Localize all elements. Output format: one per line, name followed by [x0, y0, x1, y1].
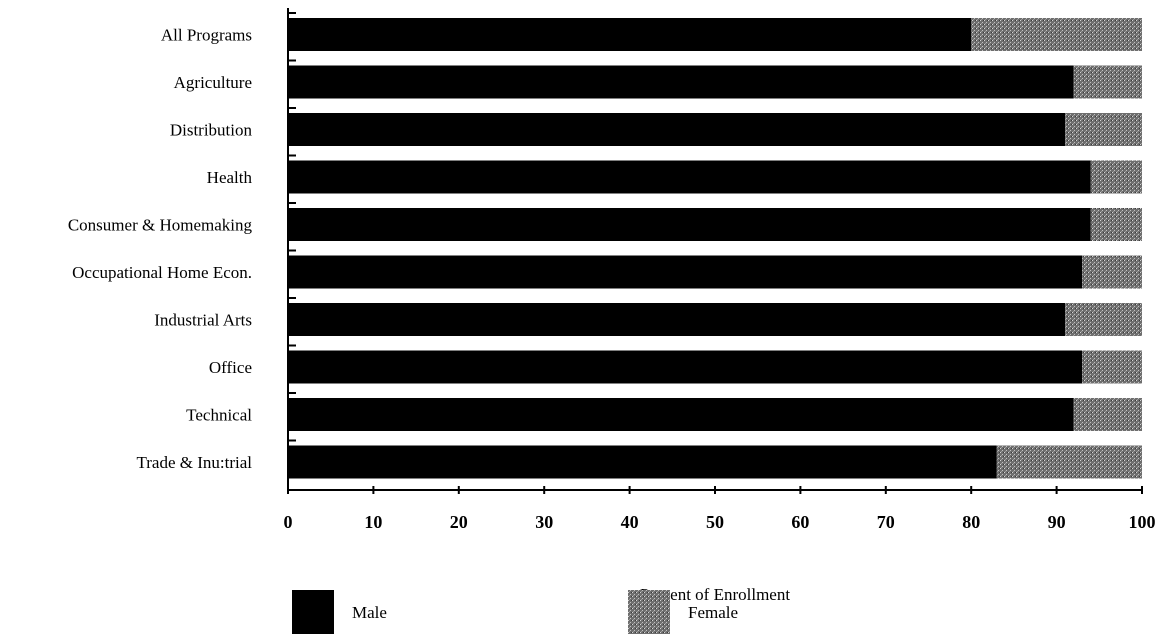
- category-labels: All Programs Agriculture Distribution Healt…: [68, 26, 253, 473]
- x-tick-label-50: 50: [706, 512, 724, 532]
- x-tick-label-100: 100: [1129, 512, 1156, 532]
- category-label-technical: Technical: [186, 406, 252, 425]
- bar-male-industrial-arts: [288, 303, 1066, 336]
- legend-label-female: Female: [688, 603, 738, 622]
- x-tick-label-90: 90: [1048, 512, 1066, 532]
- bar-female-agriculture: [1073, 65, 1142, 99]
- x-tick-label-30: 30: [535, 512, 553, 532]
- bar-female-consumer-homemaking: [1090, 208, 1142, 241]
- bar-female-technical: [1073, 398, 1142, 431]
- bar-male-technical: [288, 398, 1074, 431]
- bar-male-office: [288, 350, 1083, 384]
- legend-swatch-female: [628, 590, 670, 634]
- category-label-occupational-home-econ: Occupational Home Econ.: [72, 263, 252, 282]
- bar-female-office: [1082, 350, 1142, 384]
- bar-male-trade-inu-trial: [288, 445, 997, 479]
- bar-female-health: [1090, 160, 1142, 194]
- x-tick-label-80: 80: [962, 512, 980, 532]
- category-label-all-programs: All Programs: [161, 26, 252, 45]
- category-label-consumer-homemaking: Consumer & Homemaking: [68, 216, 253, 235]
- category-label-distribution: Distribution: [170, 121, 253, 140]
- bar-male-health: [288, 160, 1091, 194]
- legend-label-male: Male: [352, 603, 387, 622]
- x-tick-label-20: 20: [450, 512, 468, 532]
- legend-swatch-male: [292, 590, 334, 634]
- x-axis: 0 10 20 30 40 50 60 70 80 90 100: [284, 8, 1156, 532]
- x-tick-label-10: 10: [364, 512, 382, 532]
- category-label-health: Health: [207, 168, 253, 187]
- category-label-agriculture: Agriculture: [174, 73, 252, 92]
- bar-male-all-programs: [288, 18, 972, 51]
- bar-male-occupational-home-econ: [288, 255, 1083, 289]
- bar-male-agriculture: [288, 65, 1074, 99]
- x-tick-label-0: 0: [284, 512, 293, 532]
- bar-female-all-programs: [971, 18, 1142, 51]
- x-tick-label-40: 40: [621, 512, 639, 532]
- category-label-trade-inu-trial: Trade & Inu:trial: [136, 453, 252, 472]
- bar-female-distribution: [1065, 113, 1142, 146]
- bar-female-trade-inu-trial: [996, 445, 1142, 479]
- bar-male-consumer-homemaking: [288, 208, 1091, 241]
- category-label-industrial-arts: Industrial Arts: [154, 311, 252, 330]
- x-axis-title: Percent of Enrollment: [640, 585, 790, 604]
- x-tick-label-70: 70: [877, 512, 895, 532]
- category-label-office: Office: [209, 358, 252, 377]
- bars-layer: [288, 18, 1142, 479]
- legend: Male Female: [292, 590, 738, 634]
- bar-female-industrial-arts: [1065, 303, 1142, 336]
- x-tick-label-60: 60: [791, 512, 809, 532]
- bar-male-distribution: [288, 113, 1066, 146]
- bar-female-occupational-home-econ: [1082, 255, 1142, 289]
